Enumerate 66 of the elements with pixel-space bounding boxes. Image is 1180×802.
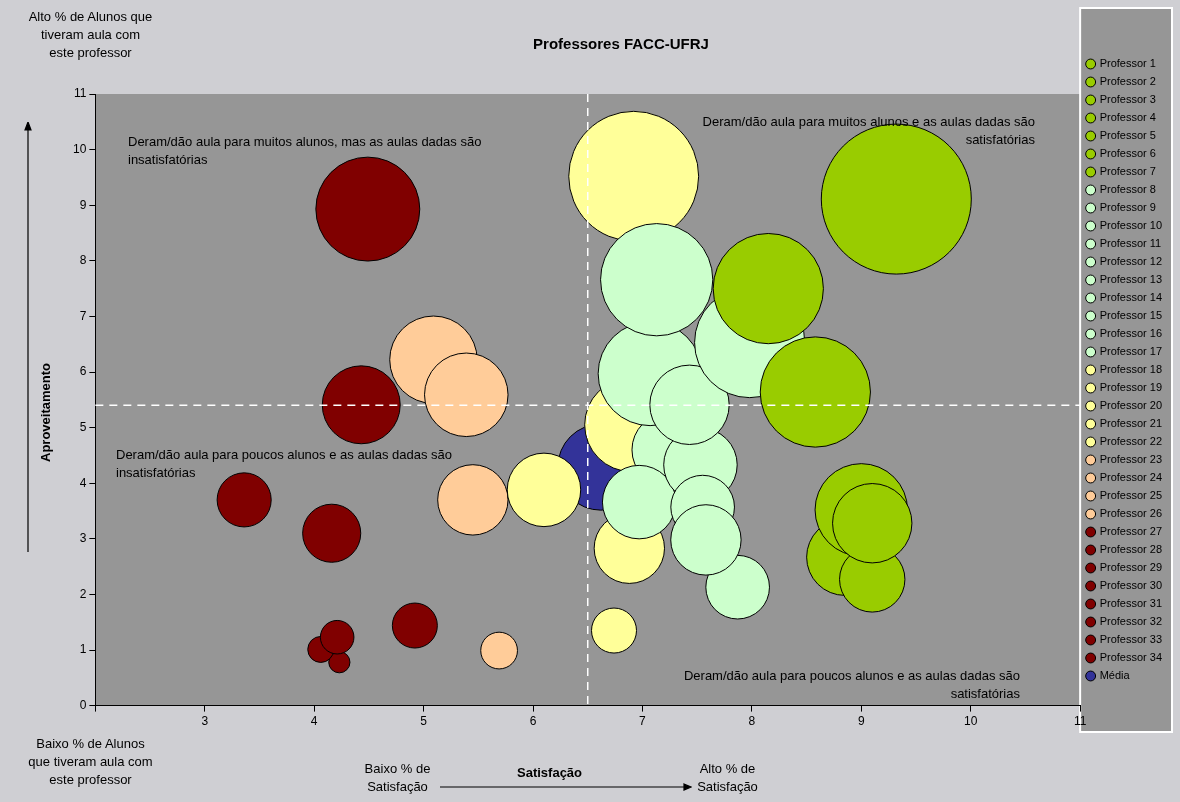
annotation: Deram/dão aula para muitos alunos, mas as aulas dadas são insatisfatórias	[128, 133, 483, 169]
legend-label: Professor 17	[1099, 345, 1163, 358]
legend-label: Professor 30	[1099, 579, 1163, 592]
y-tick-label: 3	[79, 531, 87, 546]
y-tick-label: 9	[79, 197, 87, 212]
legend-label: Professor 16	[1099, 327, 1163, 340]
legend-label: Professor 1	[1099, 57, 1156, 70]
x-tick-label: 4	[310, 714, 318, 729]
x-tick-label: 11	[1073, 714, 1087, 729]
chart-title: Professores FACC-UFRJ	[533, 35, 709, 53]
x-tick-label: 9	[857, 714, 865, 729]
legend-label: Professor 21	[1099, 417, 1163, 430]
legend-label: Professor 32	[1099, 615, 1163, 628]
x-tick-label: 3	[201, 714, 209, 729]
legend-label: Professor 3	[1099, 93, 1156, 106]
x-tick-label: 6	[529, 714, 537, 729]
legend-label: Professor 22	[1099, 435, 1163, 448]
y-tick-label: 2	[79, 586, 87, 601]
legend-label: Professor 19	[1099, 381, 1163, 394]
y-tick-label: 10	[72, 141, 87, 156]
text: Baixo % de Alunos que tiveram aula com este professor	[28, 735, 153, 789]
legend-label: Professor 6	[1099, 147, 1156, 160]
annotation: Deram/dão aula para poucos alunos e as aulas dadas são insatisfatórias	[116, 446, 454, 482]
y-tick-label: 1	[79, 642, 87, 657]
legend-label: Professor 8	[1099, 183, 1156, 196]
legend-label: Professor 11	[1099, 237, 1162, 250]
x-tick-label: 5	[420, 714, 428, 729]
legend-label: Professor 26	[1099, 507, 1163, 520]
legend-label: Professor 9	[1099, 201, 1156, 214]
legend-label: Professor 24	[1099, 471, 1163, 484]
x-axis-title: Satisfação	[517, 765, 583, 780]
legend-label: Professor 28	[1099, 543, 1163, 556]
legend-label: Professor 7	[1099, 165, 1156, 178]
y-tick-label: 4	[79, 475, 87, 490]
legend-label: Professor 12	[1099, 255, 1163, 268]
legend-label: Professor 29	[1099, 561, 1163, 574]
legend-label: Professor 15	[1099, 309, 1163, 322]
x-tick-label: 8	[748, 714, 756, 729]
legend-label: Professor 10	[1099, 219, 1163, 232]
x-tick-label: 10	[964, 714, 978, 729]
legend-label: Professor 14	[1099, 291, 1163, 304]
y-tick-label: 8	[79, 253, 87, 268]
y-tick-label: 11	[73, 86, 87, 101]
legend-label: Professor 13	[1099, 273, 1163, 286]
legend-label: Professor 23	[1099, 453, 1163, 466]
y-tick-label: 7	[79, 308, 87, 323]
annotation: Deram/dão aula para poucos alunos e as aulas dadas são satisfatórias	[682, 667, 1020, 703]
legend-label: Professor 2	[1099, 75, 1156, 88]
y-tick-label: 6	[79, 364, 87, 379]
legend-label: Média	[1099, 669, 1131, 682]
text: Alto % de Satisfação	[696, 760, 759, 796]
y-axis-title: Aproveitamento	[37, 362, 53, 464]
legend-label: Professor 20	[1099, 399, 1163, 412]
legend-label: Professor 27	[1099, 525, 1163, 538]
legend-label: Professor 33	[1099, 633, 1163, 646]
y-tick-label: 0	[79, 697, 87, 712]
text: Alto % de Alunos que tiveram aula com este professor	[28, 8, 153, 62]
legend-label: Professor 4	[1099, 111, 1156, 124]
legend-label: Professor 5	[1099, 129, 1156, 142]
legend-label: Professor 31	[1099, 597, 1163, 610]
text: Baixo % de Satisfação	[363, 760, 432, 796]
legend-label: Professor 25	[1099, 489, 1163, 502]
legend-label: Professor 18	[1099, 363, 1163, 376]
x-tick-label: 7	[639, 714, 647, 729]
y-tick-label: 5	[79, 419, 87, 434]
legend-label: Professor 34	[1099, 651, 1163, 664]
